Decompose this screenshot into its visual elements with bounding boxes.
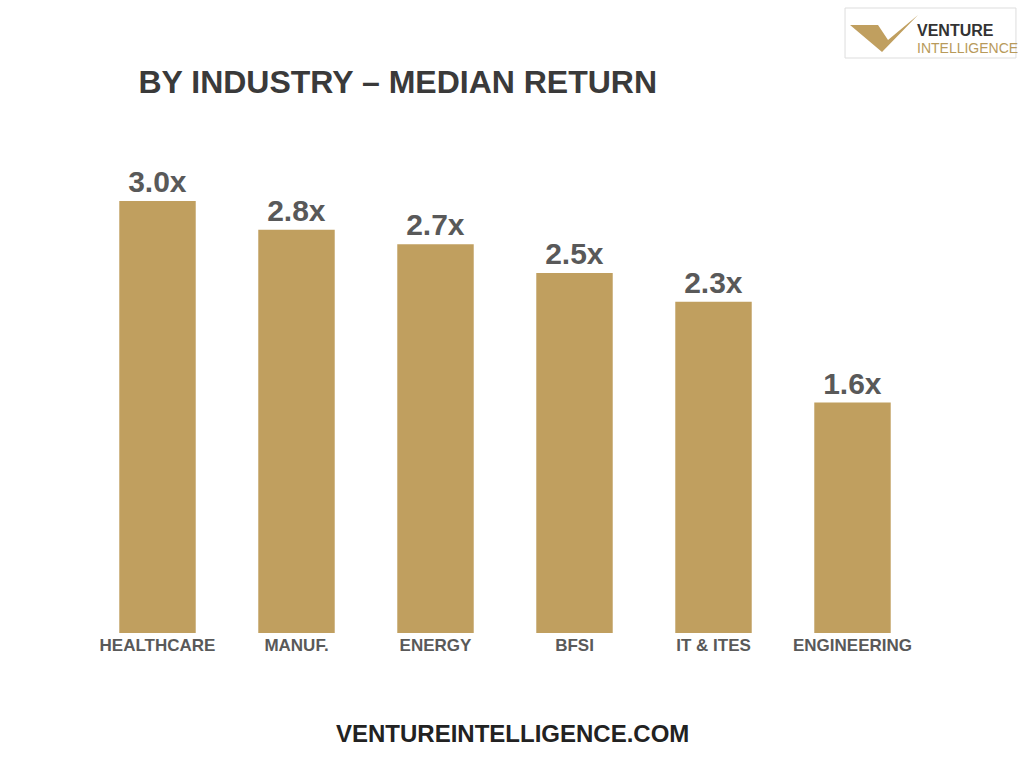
svg-text:IT & ITES: IT & ITES [676, 636, 751, 655]
svg-text:BFSI: BFSI [555, 636, 594, 655]
svg-text:ENGINEERING: ENGINEERING [793, 636, 912, 655]
svg-text:BY INDUSTRY – MEDIAN RETURN: BY INDUSTRY – MEDIAN RETURN [138, 64, 657, 100]
svg-text:VENTURE: VENTURE [917, 22, 994, 39]
svg-text:HEALTHCARE: HEALTHCARE [100, 636, 216, 655]
svg-text:1.6x: 1.6x [823, 367, 882, 400]
svg-text:MANUF.: MANUF. [264, 636, 328, 655]
svg-text:ENERGY: ENERGY [400, 636, 472, 655]
svg-text:2.5x: 2.5x [545, 237, 604, 270]
svg-text:2.8x: 2.8x [267, 194, 326, 227]
svg-text:2.7x: 2.7x [406, 208, 465, 241]
svg-text:VENTUREINTELLIGENCE.COM: VENTUREINTELLIGENCE.COM [336, 720, 689, 747]
svg-text:3.0x: 3.0x [128, 165, 187, 198]
svg-text:2.3x: 2.3x [684, 266, 743, 299]
svg-text:INTELLIGENCE: INTELLIGENCE [917, 40, 1018, 56]
